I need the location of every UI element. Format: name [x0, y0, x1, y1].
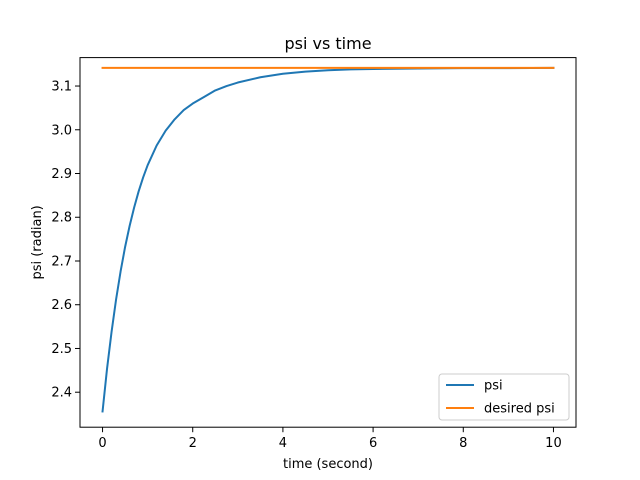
- y-tick-label: 2.6: [51, 298, 72, 313]
- x-tick-label: 2: [189, 436, 197, 451]
- y-tick-label: 2.7: [51, 254, 72, 269]
- legend-label-desired-psi: desired psi: [484, 402, 555, 417]
- y-tick-label: 3.1: [51, 80, 72, 95]
- x-tick-label: 6: [369, 436, 377, 451]
- y-axis: 2.4 2.5 2.6 2.7 2.8 2.9 3.0 3.1: [51, 80, 80, 401]
- legend: psi desired psi: [438, 373, 570, 421]
- y-tick-label: 3.0: [51, 123, 72, 138]
- x-tick-label: 10: [545, 436, 562, 451]
- chart-title: psi vs time: [284, 34, 371, 53]
- x-tick-label: 8: [459, 436, 467, 451]
- y-tick-label: 2.9: [51, 167, 72, 182]
- series-layer: [101, 66, 555, 413]
- y-tick-label: 2.8: [51, 211, 72, 226]
- plot-area: [79, 57, 577, 428]
- x-tick-label: 0: [98, 436, 106, 451]
- y-tick-label: 2.4: [51, 386, 72, 401]
- y-tick-label: 2.5: [51, 342, 72, 357]
- legend-label-psi: psi: [484, 379, 503, 394]
- axes-frame: [79, 57, 577, 428]
- y-axis-label: psi (radian): [30, 205, 45, 279]
- x-axis: 0 2 4 6 8 10: [98, 427, 562, 451]
- series-line-psi: [101, 66, 555, 413]
- x-tick-label: 4: [279, 436, 287, 451]
- x-axis-label: time (second): [283, 457, 373, 472]
